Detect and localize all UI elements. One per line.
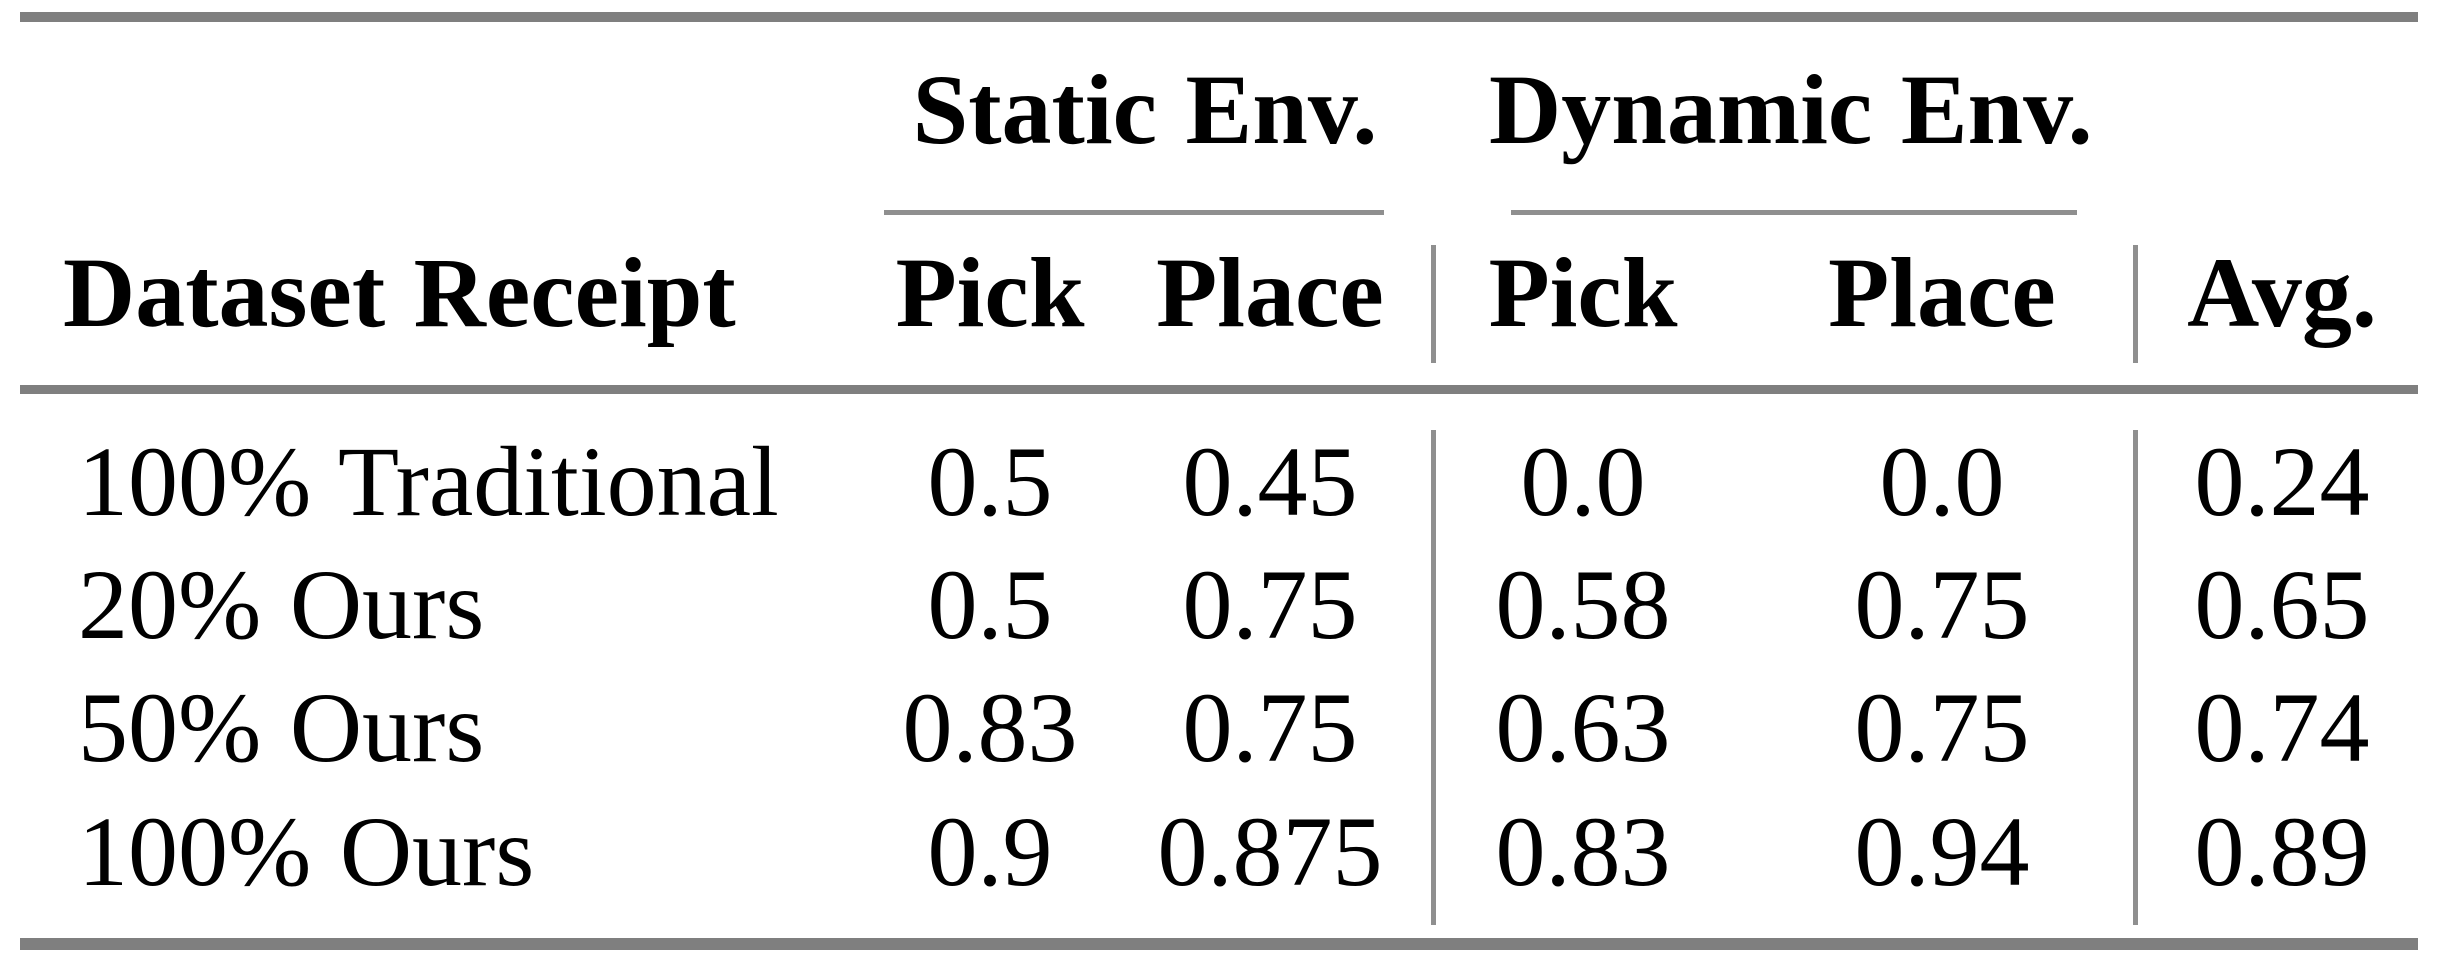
cell-dynamic-place: 0.94 xyxy=(1854,796,2030,907)
separator-dynamic-avg-header xyxy=(2133,245,2138,363)
static-env-cmidrule xyxy=(884,210,1384,215)
cell-avg: 0.74 xyxy=(2194,672,2370,783)
cell-avg: 0.65 xyxy=(2194,549,2370,660)
header-midrule xyxy=(20,385,2418,394)
header-avg: Avg. xyxy=(2187,237,2377,348)
cell-avg: 0.24 xyxy=(2194,426,2370,537)
cell-static-place: 0.75 xyxy=(1182,549,1358,660)
header-static-pick: Pick xyxy=(895,237,1085,348)
cell-dynamic-pick: 0.83 xyxy=(1495,796,1671,907)
cell-dynamic-place: 0.0 xyxy=(1879,426,2005,537)
bottom-rule xyxy=(20,938,2418,950)
column-group-static-env: Static Env. xyxy=(912,54,1378,165)
separator-dynamic-avg-body xyxy=(2133,430,2138,925)
header-dynamic-pick: Pick xyxy=(1488,237,1678,348)
row-label: 50% Ours xyxy=(78,672,485,783)
cell-static-pick: 0.5 xyxy=(927,549,1053,660)
row-label: 100% Ours xyxy=(78,796,535,907)
row-label: 20% Ours xyxy=(78,549,485,660)
cell-static-pick: 0.83 xyxy=(902,672,1078,783)
dynamic-env-cmidrule xyxy=(1511,210,2077,215)
cell-static-place: 0.75 xyxy=(1182,672,1358,783)
separator-static-dynamic-header xyxy=(1431,245,1436,363)
separator-static-dynamic-body xyxy=(1431,430,1436,925)
header-dataset-receipt: Dataset Receipt xyxy=(63,237,736,348)
cell-static-pick: 0.9 xyxy=(927,796,1053,907)
cell-dynamic-place: 0.75 xyxy=(1854,549,2030,660)
cell-static-place: 0.45 xyxy=(1182,426,1358,537)
top-rule xyxy=(20,12,2418,22)
cell-static-pick: 0.5 xyxy=(927,426,1053,537)
cell-dynamic-pick: 0.0 xyxy=(1520,426,1646,537)
header-static-place: Place xyxy=(1156,237,1384,348)
cell-avg: 0.89 xyxy=(2194,796,2370,907)
cell-dynamic-place: 0.75 xyxy=(1854,672,2030,783)
column-group-dynamic-env: Dynamic Env. xyxy=(1489,54,2093,165)
cell-dynamic-pick: 0.63 xyxy=(1495,672,1671,783)
row-label: 100% Traditional xyxy=(78,426,779,537)
header-dynamic-place: Place xyxy=(1828,237,2056,348)
cell-static-place: 0.875 xyxy=(1157,796,1383,907)
cell-dynamic-pick: 0.58 xyxy=(1495,549,1671,660)
